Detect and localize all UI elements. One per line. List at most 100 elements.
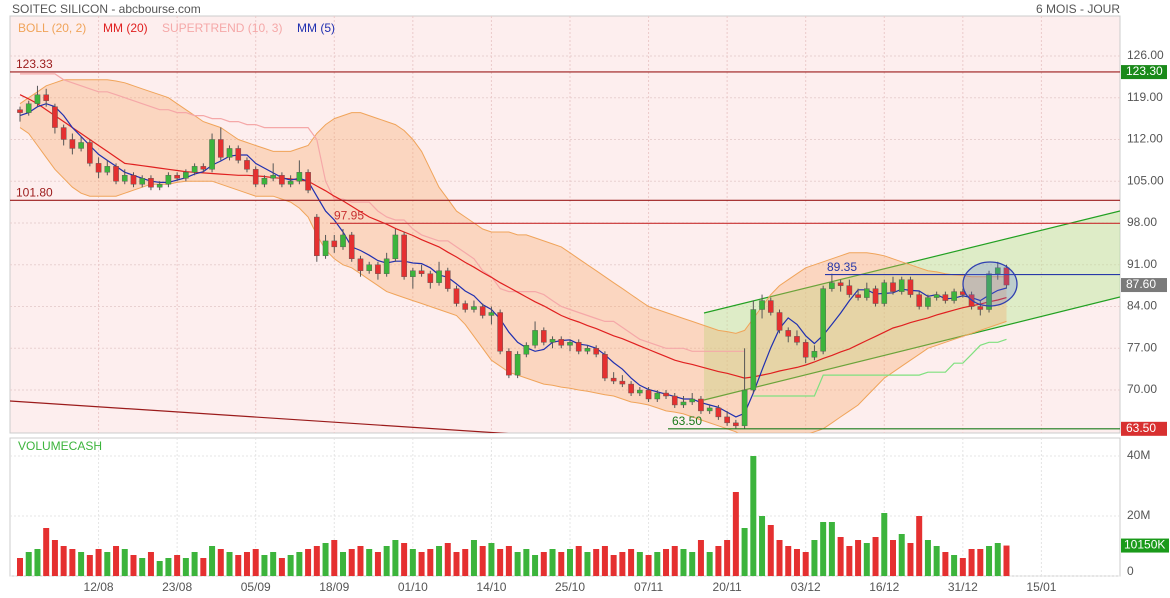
candle-body <box>584 348 591 352</box>
candle-body <box>776 312 783 331</box>
price-marker-box <box>1121 65 1167 80</box>
volume-bar <box>715 546 722 576</box>
chart-title: SOITEC SILICON - abcbourse.com <box>12 2 201 16</box>
candle-body <box>331 240 338 248</box>
candle-body <box>217 139 224 158</box>
candle-body <box>340 234 346 248</box>
candle-body <box>183 172 189 179</box>
level-label: 89.35 <box>827 260 857 274</box>
candle-body <box>305 172 311 191</box>
boll-band <box>20 79 1007 433</box>
volume-bar <box>505 546 512 576</box>
candle-body <box>575 342 582 352</box>
volume-bar <box>793 549 800 576</box>
volume-bar <box>252 549 259 576</box>
channel-lower <box>703 296 1120 401</box>
chart-subtitle: 6 MOIS - JOUR <box>1036 2 1120 16</box>
x-tick-label: 18/09 <box>319 580 349 594</box>
volume-bar <box>374 552 381 576</box>
boll-lower <box>19 127 1007 433</box>
volume-bar <box>584 552 591 576</box>
candle-body <box>174 175 180 179</box>
volume-bar <box>575 546 582 576</box>
candle-body <box>698 398 704 412</box>
candle-body <box>191 166 198 173</box>
candle-body <box>148 178 154 188</box>
volume-bar <box>200 558 207 576</box>
candle-body <box>17 109 23 113</box>
y-tick-label: 126.00 <box>1127 48 1164 62</box>
candle-body <box>471 306 477 310</box>
price-panel <box>9 15 1121 434</box>
candle-body <box>925 297 931 307</box>
candle-body <box>383 258 390 274</box>
candle-body <box>392 234 399 260</box>
candle-body <box>951 291 957 301</box>
volume-bar <box>383 546 390 576</box>
volume-bar <box>1003 545 1010 576</box>
x-tick-label: 23/08 <box>162 580 192 594</box>
volume-bar <box>959 558 966 576</box>
legend-entry: SUPERTREND (10, 3) <box>162 21 282 35</box>
candle-body <box>767 300 774 313</box>
volume-bar <box>174 555 181 576</box>
volume-bar <box>51 540 58 576</box>
volume-bar <box>156 561 163 576</box>
candle-body <box>558 339 565 346</box>
candle-body <box>933 294 940 298</box>
volume-bar <box>916 516 923 576</box>
volume-bar <box>942 552 949 576</box>
volume-series <box>17 456 1010 576</box>
candle-body <box>654 392 661 400</box>
candle-body <box>523 345 530 355</box>
volume-bar <box>69 549 76 576</box>
x-tick-label: 31/12 <box>948 580 978 594</box>
y-tick-label: 112.00 <box>1127 132 1163 146</box>
candle-body <box>593 348 599 355</box>
candle-body <box>724 416 730 424</box>
volume-bar <box>418 552 425 576</box>
volume-bar <box>392 540 399 576</box>
volume-bar <box>409 549 416 576</box>
volume-bar <box>785 546 792 576</box>
candle-body <box>794 336 800 343</box>
volume-bar <box>855 540 862 576</box>
volume-bar <box>322 543 329 576</box>
highlight-circle <box>962 261 1018 307</box>
level-label: 123.33 <box>16 57 53 71</box>
candle-body <box>52 106 58 128</box>
volume-bar <box>977 549 984 576</box>
candle-body <box>104 166 111 173</box>
candle-body <box>916 294 922 307</box>
level-label: 97.95 <box>334 208 364 222</box>
volume-bar <box>881 513 888 576</box>
volume-bar <box>706 552 713 576</box>
volume-bar <box>121 549 128 576</box>
volume-bar <box>601 546 608 576</box>
x-tick-label: 05/09 <box>241 580 271 594</box>
candle-body <box>78 142 84 149</box>
candle-body <box>366 264 373 271</box>
volume-bar <box>217 549 224 576</box>
volume-marker-label: 10150K <box>1124 538 1165 552</box>
candle-body <box>759 300 765 310</box>
candle-body <box>322 240 329 257</box>
volume-bar <box>741 528 748 576</box>
volume-bar <box>610 555 617 576</box>
volume-bar <box>340 552 347 576</box>
volume-bar <box>147 552 154 576</box>
volume-bar <box>182 558 189 576</box>
price-marker-label: 87.60 <box>1126 277 1156 291</box>
volume-title: VOLUMECASH <box>18 439 102 453</box>
y-tick-label: 105.00 <box>1127 173 1164 187</box>
volume-bar <box>488 543 495 576</box>
x-tick-label: 20/11 <box>713 580 742 594</box>
candle-body <box>829 282 835 289</box>
y-tick-label: 98.00 <box>1127 215 1157 229</box>
volume-bar <box>78 552 85 576</box>
volume-bar <box>846 546 853 576</box>
volume-bar <box>654 552 661 576</box>
candle-body <box>680 401 687 406</box>
candle-body <box>610 377 617 382</box>
